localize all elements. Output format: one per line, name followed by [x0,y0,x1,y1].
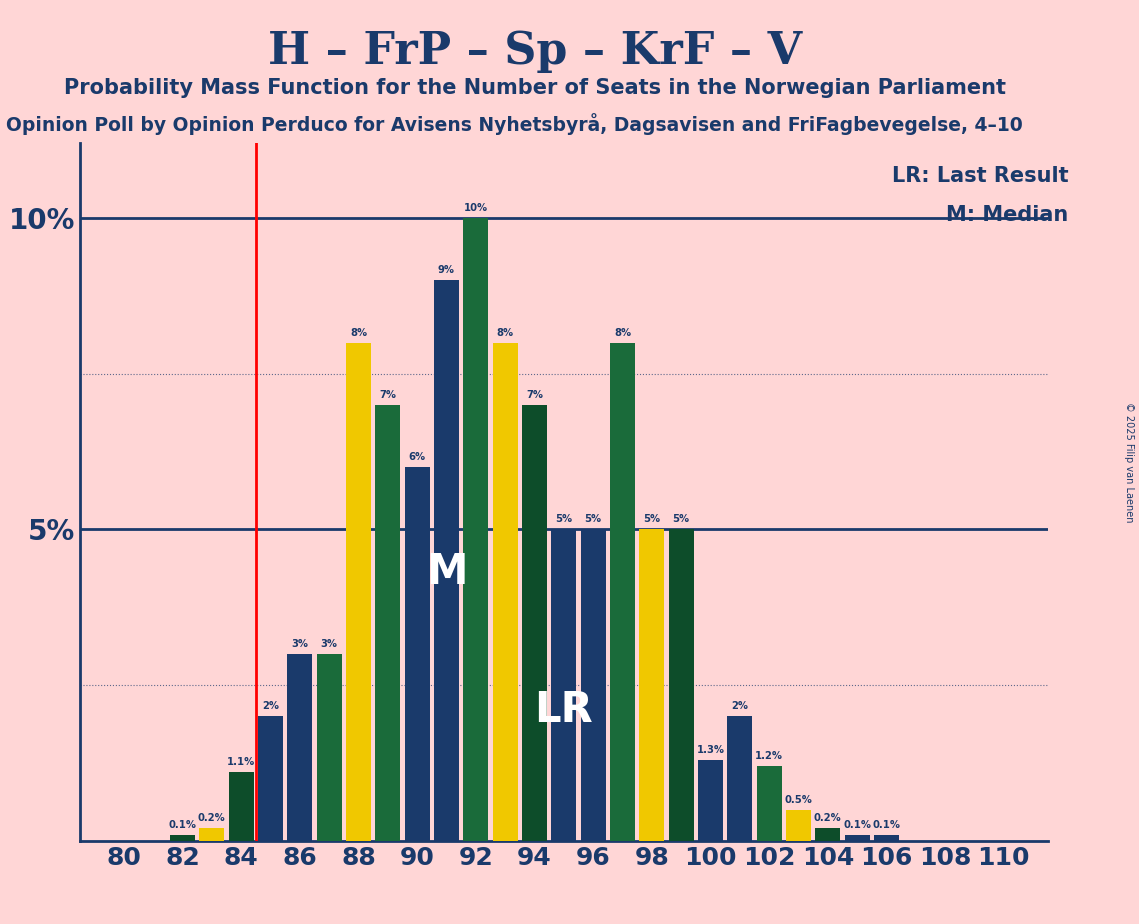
Bar [257,716,282,841]
Text: © 2025 Filip van Laenen: © 2025 Filip van Laenen [1124,402,1133,522]
Text: 8%: 8% [350,327,367,337]
Bar [170,834,195,841]
Bar [551,529,576,841]
Text: 0.2%: 0.2% [198,813,226,823]
Text: M: Median: M: Median [947,205,1068,225]
Bar [698,760,723,841]
Text: LR: Last Result: LR: Last Result [892,166,1068,187]
Bar [874,834,899,841]
Bar [611,343,634,841]
Text: 0.5%: 0.5% [785,795,812,805]
Bar [728,716,752,841]
Bar [229,772,254,841]
Bar [317,654,342,841]
Bar [434,280,459,841]
Bar [756,766,781,841]
Text: 2%: 2% [731,701,748,711]
Text: 1.1%: 1.1% [227,758,255,767]
Text: 10%: 10% [464,203,487,213]
Text: 5%: 5% [584,515,601,525]
Text: Opinion Poll by Opinion Perduco for Avisens Nyhetsbyrå, Dagsavisen and FriFagbev: Opinion Poll by Opinion Perduco for Avis… [6,113,1023,135]
Bar [816,829,841,841]
Text: 7%: 7% [526,390,543,400]
Bar [522,405,547,841]
Bar [404,468,429,841]
Text: 7%: 7% [379,390,396,400]
Text: M: M [426,551,467,593]
Text: 5%: 5% [555,515,573,525]
Bar [493,343,517,841]
Bar [346,343,371,841]
Bar [669,529,694,841]
Text: 0.1%: 0.1% [843,820,871,830]
Text: 5%: 5% [644,515,661,525]
Text: 5%: 5% [673,515,690,525]
Bar [464,218,489,841]
Text: 8%: 8% [614,327,631,337]
Text: 6%: 6% [409,452,426,462]
Bar [845,834,870,841]
Text: H – FrP – Sp – KrF – V: H – FrP – Sp – KrF – V [269,30,802,73]
Bar [199,829,224,841]
Text: 8%: 8% [497,327,514,337]
Text: 9%: 9% [439,265,454,275]
Text: LR: LR [534,689,593,731]
Text: 0.2%: 0.2% [814,813,842,823]
Text: 3%: 3% [320,639,337,649]
Text: 0.1%: 0.1% [872,820,901,830]
Bar [581,529,606,841]
Text: 0.1%: 0.1% [169,820,196,830]
Bar [786,809,811,841]
Text: 2%: 2% [262,701,279,711]
Text: 1.3%: 1.3% [696,745,724,755]
Text: 3%: 3% [292,639,309,649]
Text: 1.2%: 1.2% [755,751,784,761]
Text: Probability Mass Function for the Number of Seats in the Norwegian Parliament: Probability Mass Function for the Number… [64,78,1007,98]
Bar [376,405,400,841]
Bar [287,654,312,841]
Bar [639,529,664,841]
